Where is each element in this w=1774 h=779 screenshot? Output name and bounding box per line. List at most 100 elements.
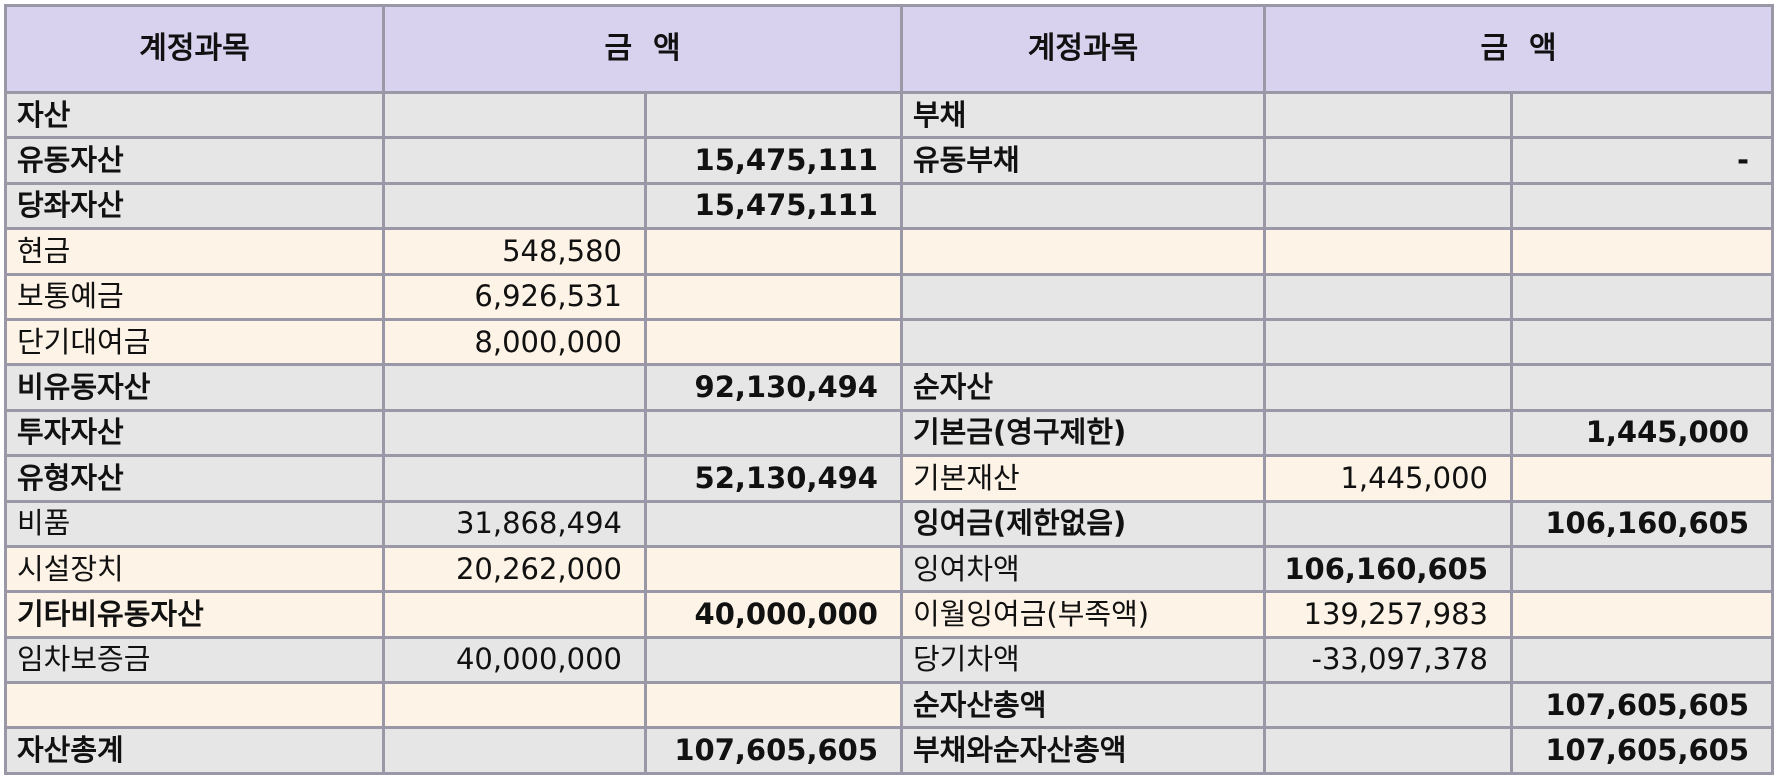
left-amount-total-cell: 92,130,494 xyxy=(644,363,903,412)
left-account-cell: 비유동자산 xyxy=(4,363,385,412)
left-account-cell: 보통예금 xyxy=(4,272,385,321)
table-row: 비유동자산 92,130,494 순자산 xyxy=(4,363,1774,412)
header-account-right: 계정과목 xyxy=(900,4,1266,94)
left-amount-sub-cell: 548,580 xyxy=(382,227,647,276)
right-amount-sub-cell xyxy=(1263,181,1513,231)
right-amount-total-cell: 107,605,605 xyxy=(1510,681,1774,730)
left-account-cell: 시설장치 xyxy=(4,544,385,594)
left-account-cell: 임차보증금 xyxy=(4,635,385,685)
right-amount-sub-cell xyxy=(1263,272,1513,321)
table-row: 유동자산 15,475,111 유동부채 - xyxy=(4,136,1774,185)
table-row: 투자자산 기본금(영구제한) 1,445,000 xyxy=(4,408,1774,458)
left-amount-total-cell xyxy=(644,317,903,367)
left-amount-total-cell xyxy=(644,272,903,321)
left-amount-total-cell: 15,475,111 xyxy=(644,136,903,185)
balance-sheet-table: 계정과목 금 액 계정과목 금 액 자산 부채 유동자산 15,475,111 … xyxy=(4,4,1774,775)
left-account-cell xyxy=(4,681,385,730)
right-amount-sub-cell: 1,445,000 xyxy=(1263,454,1513,503)
table-row: 보통예금 6,926,531 xyxy=(4,272,1774,321)
left-account-cell: 기타비유동자산 xyxy=(4,590,385,639)
right-amount-total-cell xyxy=(1510,317,1774,367)
table-row: 현금 548,580 xyxy=(4,227,1774,276)
left-amount-sub-cell xyxy=(382,726,647,775)
right-amount-total-cell xyxy=(1510,590,1774,639)
right-account-cell: 기본재산 xyxy=(900,454,1266,503)
left-amount-total-cell xyxy=(644,544,903,594)
header-account-left: 계정과목 xyxy=(4,4,385,94)
table-row: 단기대여금 8,000,000 xyxy=(4,317,1774,367)
right-account-cell: 잉여차액 xyxy=(900,544,1266,594)
left-amount-total-cell xyxy=(644,90,903,140)
right-amount-total-cell xyxy=(1510,227,1774,276)
right-amount-sub-cell xyxy=(1263,90,1513,140)
right-amount-sub-cell xyxy=(1263,363,1513,412)
left-amount-sub-cell: 31,868,494 xyxy=(382,499,647,548)
left-amount-sub-cell xyxy=(382,90,647,140)
left-amount-sub-cell xyxy=(382,590,647,639)
right-amount-sub-cell xyxy=(1263,136,1513,185)
left-amount-total-cell: 52,130,494 xyxy=(644,454,903,503)
right-amount-sub-cell xyxy=(1263,317,1513,367)
left-amount-total-cell: 15,475,111 xyxy=(644,181,903,231)
right-account-cell xyxy=(900,227,1266,276)
left-amount-sub-cell xyxy=(382,681,647,730)
right-amount-sub-cell: 106,160,605 xyxy=(1263,544,1513,594)
table-row: 기타비유동자산 40,000,000 이월잉여금(부족액) 139,257,98… xyxy=(4,590,1774,639)
left-amount-total-cell xyxy=(644,408,903,458)
table-row: 자산 부채 xyxy=(4,90,1774,140)
right-amount-sub-cell: 139,257,983 xyxy=(1263,590,1513,639)
table-row: 시설장치 20,262,000 잉여차액 106,160,605 xyxy=(4,544,1774,594)
right-amount-total-cell: 107,605,605 xyxy=(1510,726,1774,775)
right-account-cell xyxy=(900,181,1266,231)
table-row: 당좌자산 15,475,111 xyxy=(4,181,1774,231)
right-amount-sub-cell xyxy=(1263,499,1513,548)
right-account-cell: 당기차액 xyxy=(900,635,1266,685)
left-amount-sub-cell xyxy=(382,454,647,503)
left-amount-sub-cell: 20,262,000 xyxy=(382,544,647,594)
table-row: 순자산총액 107,605,605 xyxy=(4,681,1774,730)
right-amount-total-cell xyxy=(1510,90,1774,140)
table-row: 임차보증금 40,000,000 당기차액 -33,097,378 xyxy=(4,635,1774,685)
right-account-cell xyxy=(900,272,1266,321)
right-amount-sub-cell xyxy=(1263,681,1513,730)
right-amount-sub-cell: -33,097,378 xyxy=(1263,635,1513,685)
right-amount-total-cell xyxy=(1510,363,1774,412)
left-account-cell: 단기대여금 xyxy=(4,317,385,367)
table-row: 자산총계 107,605,605 부채와순자산총액 107,605,605 xyxy=(4,726,1774,775)
right-account-cell: 이월잉여금(부족액) xyxy=(900,590,1266,639)
right-amount-total-cell xyxy=(1510,635,1774,685)
table-row: 비품 31,868,494 잉여금(제한없음) 106,160,605 xyxy=(4,499,1774,548)
right-account-cell: 순자산총액 xyxy=(900,681,1266,730)
table-row: 유형자산 52,130,494 기본재산 1,445,000 xyxy=(4,454,1774,503)
right-account-cell xyxy=(900,317,1266,367)
left-amount-total-cell xyxy=(644,499,903,548)
right-amount-total-cell xyxy=(1510,544,1774,594)
left-amount-total-cell xyxy=(644,681,903,730)
left-account-cell: 당좌자산 xyxy=(4,181,385,231)
right-amount-sub-cell xyxy=(1263,726,1513,775)
right-amount-total-cell: - xyxy=(1510,136,1774,185)
right-account-cell: 유동부채 xyxy=(900,136,1266,185)
right-amount-total-cell xyxy=(1510,272,1774,321)
left-amount-sub-cell xyxy=(382,136,647,185)
header-row: 계정과목 금 액 계정과목 금 액 xyxy=(4,4,1774,94)
header-amount-right: 금 액 xyxy=(1263,4,1774,94)
left-amount-total-cell: 107,605,605 xyxy=(644,726,903,775)
header-amount-left: 금 액 xyxy=(382,4,903,94)
right-amount-total-cell xyxy=(1510,454,1774,503)
left-amount-sub-cell: 6,926,531 xyxy=(382,272,647,321)
left-account-cell: 비품 xyxy=(4,499,385,548)
left-amount-sub-cell xyxy=(382,181,647,231)
left-amount-total-cell xyxy=(644,227,903,276)
right-amount-total-cell xyxy=(1510,181,1774,231)
right-account-cell: 부채 xyxy=(900,90,1266,140)
left-account-cell: 유동자산 xyxy=(4,136,385,185)
right-account-cell: 부채와순자산총액 xyxy=(900,726,1266,775)
right-account-cell: 잉여금(제한없음) xyxy=(900,499,1266,548)
right-account-cell: 순자산 xyxy=(900,363,1266,412)
left-amount-sub-cell: 8,000,000 xyxy=(382,317,647,367)
right-amount-total-cell: 1,445,000 xyxy=(1510,408,1774,458)
left-amount-sub-cell xyxy=(382,363,647,412)
left-amount-sub-cell xyxy=(382,408,647,458)
left-account-cell: 유형자산 xyxy=(4,454,385,503)
